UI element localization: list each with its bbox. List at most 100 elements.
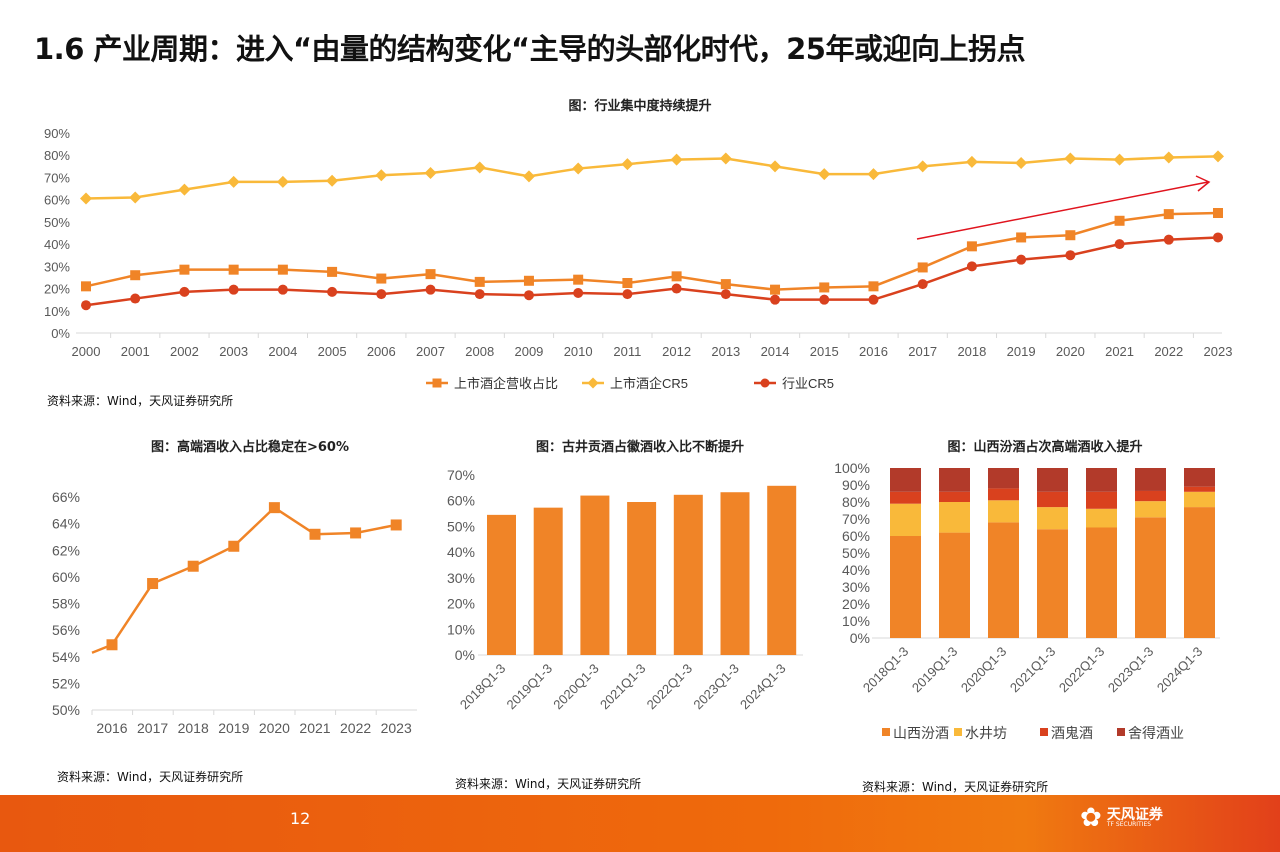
bar <box>487 514 516 655</box>
x-tick-label: 2018Q1-3 <box>860 644 911 695</box>
y-tick-label: 40% <box>447 544 475 560</box>
square-marker <box>309 528 321 540</box>
circle-marker <box>277 284 288 295</box>
square-marker <box>966 241 977 252</box>
y-tick-label: 0% <box>51 326 70 341</box>
x-tick-label: 2019Q1-3 <box>909 644 960 695</box>
y-tick-label: 54% <box>52 649 80 665</box>
y-tick-label: 20% <box>447 596 475 612</box>
x-tick-label: 2019 <box>1007 344 1036 359</box>
stacked-bar-segment <box>890 491 921 504</box>
x-tick-label: 2023Q1-3 <box>690 661 741 712</box>
x-tick-label: 2002 <box>170 344 199 359</box>
stacked-bar-segment <box>1184 507 1215 638</box>
x-tick-label: 2013 <box>711 344 740 359</box>
left-chart-source: 资料来源：Wind，天风证券研究所 <box>57 770 244 784</box>
y-tick-label: 10% <box>44 304 70 319</box>
x-tick-label: 2020 <box>1056 344 1085 359</box>
footer-bar: 12 ✿ 天风证券 TF SECURITIES <box>0 795 1280 852</box>
diamond-marker <box>1162 151 1175 164</box>
y-tick-label: 10% <box>842 613 870 629</box>
stacked-bar-segment <box>988 522 1019 638</box>
square-marker <box>1065 230 1076 241</box>
circle-marker <box>523 290 534 301</box>
stacked-bar-segment <box>939 491 970 502</box>
stacked-bar-segment <box>1135 517 1166 638</box>
square-marker <box>917 262 928 273</box>
y-tick-label: 30% <box>842 579 870 595</box>
square-marker <box>187 560 199 572</box>
circle-marker <box>819 294 830 305</box>
square-marker <box>523 275 534 286</box>
square-marker <box>147 578 159 590</box>
stacked-bar-segment <box>1184 491 1215 508</box>
mid-chart-title: 图：古井贡酒占徽酒收入比不断提升 <box>535 440 744 455</box>
stacked-bar-segment <box>988 500 1019 523</box>
y-tick-label: 70% <box>44 170 70 185</box>
y-tick-label: 64% <box>52 516 80 532</box>
stacked-bar-segment <box>1037 491 1068 508</box>
y-tick-label: 70% <box>447 467 475 483</box>
stacked-bar-segment <box>988 488 1019 501</box>
bar <box>580 495 610 655</box>
high-end-share-line-chart: 50% 52% 54% 56% 58% 60% 62% 64% 66% 2016 2017 2018 2… <box>52 489 417 736</box>
circle-marker <box>228 284 239 295</box>
y-tick-label: 50% <box>447 518 475 534</box>
fenjiu-stacked-bar-chart: 0%10%20%30%40%50%60%70%80%90%100% 2018Q1-… <box>834 460 1220 741</box>
legend-label: 上市酒企CR5 <box>610 376 688 391</box>
square-marker <box>622 278 633 288</box>
y-tick-label: 60% <box>44 193 70 208</box>
square-marker <box>390 519 402 531</box>
legend-label: 山西汾酒 <box>893 725 949 741</box>
x-tick-label: 2022 <box>1154 344 1183 359</box>
y-tick-label: 50% <box>842 545 870 561</box>
top-chart-source: 资料来源：Wind，天风证券研究所 <box>47 394 234 408</box>
square-marker <box>327 266 338 277</box>
square-marker <box>228 540 240 552</box>
stacked-bar-segment <box>1135 468 1166 491</box>
series-line <box>85 155 1219 200</box>
x-tick-label: 2019Q1-3 <box>504 661 555 712</box>
x-tick-label: 2004 <box>268 344 297 359</box>
bar <box>627 502 657 655</box>
square-marker <box>770 284 781 295</box>
page-number: 12 <box>290 809 311 828</box>
trend-arrow-head <box>1195 175 1211 192</box>
diamond-marker <box>818 168 831 181</box>
legend-label: 行业CR5 <box>782 376 834 391</box>
square-marker <box>720 279 731 290</box>
x-tick-label: 2024Q1-3 <box>1154 644 1205 695</box>
y-tick-label: 60% <box>842 528 870 544</box>
y-tick-label: 80% <box>44 148 70 163</box>
trend-arrow <box>916 181 1209 240</box>
x-tick-label: 2022Q1-3 <box>1056 644 1107 695</box>
legend-swatch <box>882 728 890 736</box>
x-tick-label: 2021 <box>299 720 330 736</box>
stacked-bar-segment <box>939 502 970 533</box>
square-marker <box>268 502 280 514</box>
circle-marker <box>671 283 682 294</box>
stacked-bar-segment <box>1135 490 1166 502</box>
circle-marker <box>1016 254 1027 265</box>
y-tick-label: 10% <box>447 621 475 637</box>
x-tick-label: 2007 <box>416 344 445 359</box>
logo-cn: 天风证券 <box>1106 807 1163 823</box>
square-marker <box>130 270 141 281</box>
x-tick-label: 2014 <box>761 344 790 359</box>
x-tick-label: 2021Q1-3 <box>597 661 648 712</box>
diamond-marker <box>522 170 535 183</box>
circle-marker <box>573 288 584 298</box>
diamond-marker <box>916 160 929 173</box>
y-tick-label: 50% <box>52 702 80 718</box>
x-tick-label: 2019 <box>218 720 249 736</box>
x-tick-label: 2022 <box>340 720 371 736</box>
legend-swatch <box>1117 728 1125 736</box>
stacked-bar-segment <box>1037 507 1068 530</box>
y-tick-label: 60% <box>52 569 80 585</box>
legend-label: 上市酒企营收占比 <box>454 376 558 391</box>
square-marker <box>1016 232 1027 243</box>
y-tick-label: 90% <box>842 477 870 493</box>
diamond-marker <box>276 175 289 188</box>
y-tick-label: 100% <box>834 460 870 476</box>
x-tick-label: 2017 <box>908 344 937 359</box>
